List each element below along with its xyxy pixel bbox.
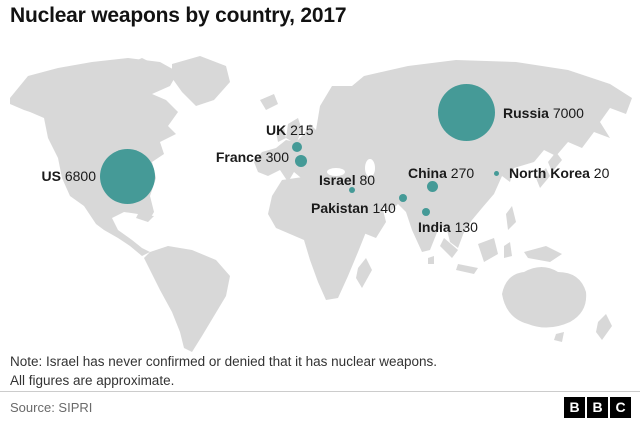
bubble-israel [349, 187, 355, 193]
bubble-india [422, 208, 430, 216]
label-israel: Israel 80 [319, 173, 375, 188]
bubble-china [427, 181, 438, 192]
landmass-madagascar [356, 258, 372, 288]
country-value-pakistan: 140 [372, 200, 396, 216]
caspian-sea [365, 159, 375, 177]
country-name-russia: Russia [503, 105, 549, 121]
bubble-uk [292, 142, 302, 152]
country-value-north-korea: 20 [593, 165, 610, 181]
label-uk: UK 215 [266, 123, 313, 138]
label-india: India 130 [418, 220, 478, 235]
bbc-logo-letter-2: B [587, 397, 608, 418]
bubble-north-korea [494, 171, 499, 176]
country-name-us: US [41, 168, 61, 184]
label-china: China 270 [408, 166, 474, 181]
footnote-line-1: Note: Israel has never confirmed or deni… [10, 354, 437, 369]
bbc-logo: B B C [564, 397, 631, 418]
landmass-united-kingdom [286, 118, 302, 144]
landmass-japan-south [536, 168, 550, 188]
country-value-us: 6800 [64, 168, 96, 184]
landmass-north-america [10, 58, 178, 256]
footnote-line-2: All figures are approximate. [10, 373, 175, 388]
country-name-france: France [215, 149, 262, 165]
landmass-sumatra [440, 238, 458, 258]
landmass-greenland [172, 56, 230, 106]
landmass-java [456, 264, 478, 274]
landmass-ireland [276, 128, 286, 142]
country-name-north-korea: North Korea [509, 165, 590, 181]
bbc-logo-letter-1: B [564, 397, 585, 418]
footer-divider [0, 391, 640, 392]
country-name-israel: Israel [319, 172, 356, 188]
source-label: Source: SIPRI [10, 400, 93, 415]
landmass-australia [502, 267, 587, 328]
landmass-new-guinea [524, 246, 562, 262]
landmass-new-zealand [596, 314, 612, 340]
label-russia: Russia 7000 [503, 106, 584, 121]
country-name-uk: UK [266, 122, 287, 138]
country-name-pakistan: Pakistan [311, 200, 369, 216]
country-value-india: 130 [454, 219, 478, 235]
landmass-iceland [260, 94, 278, 110]
label-pakistan: Pakistan 140 [311, 201, 396, 216]
landmass-japan [548, 152, 562, 172]
footnote: Note: Israel has never confirmed or deni… [10, 352, 437, 390]
country-value-france: 300 [265, 149, 289, 165]
chart-title: Nuclear weapons by country, 2017 [10, 4, 347, 27]
landmass-africa [268, 176, 378, 300]
landmass-sri-lanka [428, 256, 434, 264]
label-us: US 6800 [10, 168, 97, 184]
country-value-china: 270 [450, 165, 475, 181]
country-value-uk: 215 [290, 122, 314, 138]
country-value-russia: 7000 [552, 105, 584, 121]
landmass-philippines [506, 206, 516, 230]
country-name-china: China [408, 165, 447, 181]
country-value-israel: 80 [359, 172, 376, 188]
black-sea [327, 168, 345, 176]
country-name-india: India [418, 219, 451, 235]
bubble-france [295, 155, 307, 167]
bbc-logo-letter-3: C [610, 397, 631, 418]
landmass-caribbean [136, 214, 154, 222]
landmass-tasmania [554, 332, 564, 342]
bubble-russia [438, 84, 495, 141]
bubble-us [100, 149, 155, 204]
label-france: France 300 [205, 150, 289, 165]
bubble-pakistan [399, 194, 407, 202]
landmass-south-america [144, 246, 230, 352]
landmass-sulawesi [504, 242, 512, 258]
label-north-korea: North Korea 20 [509, 166, 609, 181]
landmass-borneo [478, 238, 498, 262]
